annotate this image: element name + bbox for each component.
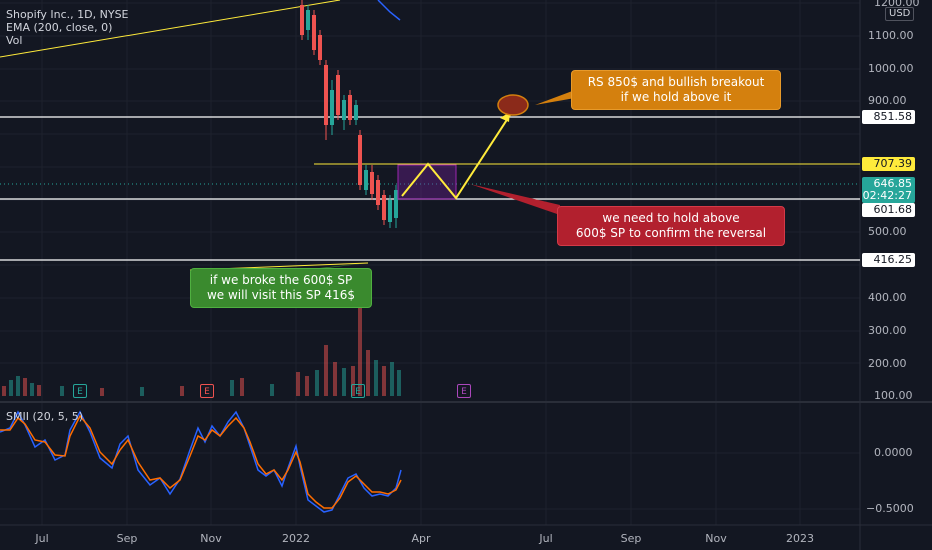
earnings-badge[interactable]: E [351,384,365,398]
earnings-badge[interactable]: E [73,384,87,398]
bull-callout-pointer [535,90,575,105]
projection-path [401,114,511,200]
bull-callout[interactable]: RS 850$ and bullish breakout if we hold … [571,70,781,110]
time-tick: Nov [705,532,727,545]
time-tick: 2023 [786,532,814,545]
red-callout-line1: we need to hold above [602,211,740,225]
price-tick: 1100.00 [868,29,914,42]
price-tick: 400.00 [868,291,907,304]
smii-legend[interactable]: SMII (20, 5, 5) [6,410,83,423]
trendline-yellow [0,0,341,58]
osc-orange-line [0,414,402,509]
time-tick: Nov [200,532,222,545]
smii-label: SMII (20, 5, 5) [6,410,84,423]
red-callout[interactable]: we need to hold above 600$ SP to confirm… [557,206,785,246]
price-tick: 200.00 [868,357,907,370]
price-tick: 1000.00 [868,62,914,75]
green-callout[interactable]: if we broke the 600$ SP we will visit th… [190,268,372,308]
ema-label: EMA (200, close, 0) [6,21,113,34]
bull-callout-line1: RS 850$ and bullish breakout [587,75,765,89]
projection-box [397,164,457,200]
price-tag-416: 416.25 [862,253,915,267]
green-callout-line1: if we broke the 600$ SP [209,273,353,287]
symbol-legend[interactable]: Shopify Inc., 1D, NYSE EMA (200, close, … [6,8,129,47]
time-tick: Sep [620,532,642,545]
price-tag-851: 851.58 [862,110,915,124]
time-tick: Apr [411,532,431,545]
price-tick: 900.00 [868,94,907,107]
osc-tick: 0.0000 [874,446,913,459]
candles [300,0,398,228]
time-tick: 2022 [282,532,310,545]
red-callout-pointer [470,184,560,215]
green-callout-line2: we will visit this SP 416$ [206,288,356,302]
price-tick: 1200.00 [874,0,920,9]
price-tick: 500.00 [868,225,907,238]
ema-line [377,0,401,21]
price-tick: 100.00 [874,389,913,402]
symbol-title: Shopify Inc., 1D, NYSE [6,8,129,21]
price-tag-601: 601.68 [862,203,915,217]
time-tick: Jul [35,532,49,545]
target-ellipse [497,94,529,116]
vol-label: Vol [6,34,23,47]
price-tag-707: 707.39 [862,157,915,171]
grid [0,0,860,525]
earnings-badge[interactable]: E [457,384,471,398]
currency-badge[interactable]: USD [885,7,915,21]
bull-callout-line2: if we hold above it [620,90,732,104]
price-tick: 300.00 [868,324,907,337]
current-price-tag: 646.85 02:42:27 [862,177,915,203]
volume-bars [2,300,401,396]
earnings-badge[interactable]: E [200,384,214,398]
current-price: 646.85 [873,177,913,190]
time-tick: Jul [539,532,553,545]
red-callout-line2: 600$ SP to confirm the reversal [575,226,767,240]
osc-tick: −0.5000 [866,502,914,515]
time-tick: Sep [116,532,138,545]
bar-countdown: 02:42:27 [862,189,912,202]
